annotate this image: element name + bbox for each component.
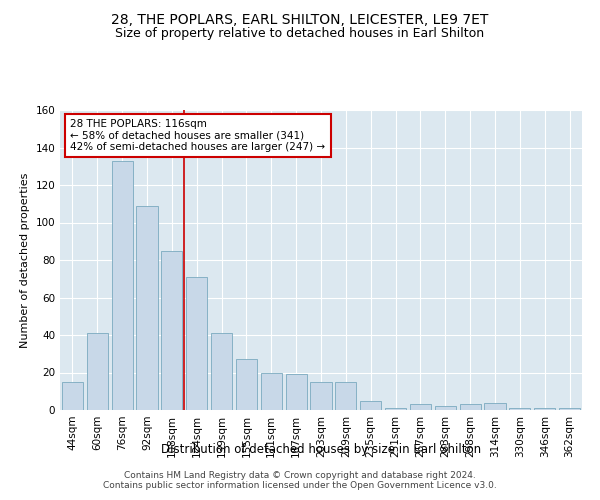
Bar bbox=[261, 372, 282, 410]
Bar bbox=[136, 206, 158, 410]
Bar bbox=[385, 408, 406, 410]
Text: 28 THE POPLARS: 116sqm
← 58% of detached houses are smaller (341)
42% of semi-de: 28 THE POPLARS: 116sqm ← 58% of detached… bbox=[70, 119, 326, 152]
Bar bbox=[534, 408, 555, 410]
Bar bbox=[435, 406, 456, 410]
Bar bbox=[286, 374, 307, 410]
Bar bbox=[112, 160, 133, 410]
Bar bbox=[186, 277, 207, 410]
Bar bbox=[236, 360, 257, 410]
Bar bbox=[410, 404, 431, 410]
Bar bbox=[460, 404, 481, 410]
Text: Size of property relative to detached houses in Earl Shilton: Size of property relative to detached ho… bbox=[115, 28, 485, 40]
Bar bbox=[161, 250, 182, 410]
Text: Contains HM Land Registry data © Crown copyright and database right 2024.
Contai: Contains HM Land Registry data © Crown c… bbox=[103, 470, 497, 490]
Bar bbox=[335, 382, 356, 410]
Y-axis label: Number of detached properties: Number of detached properties bbox=[20, 172, 30, 348]
Bar bbox=[360, 400, 381, 410]
Bar bbox=[484, 402, 506, 410]
Bar bbox=[87, 333, 108, 410]
Text: Distribution of detached houses by size in Earl Shilton: Distribution of detached houses by size … bbox=[161, 442, 481, 456]
Text: 28, THE POPLARS, EARL SHILTON, LEICESTER, LE9 7ET: 28, THE POPLARS, EARL SHILTON, LEICESTER… bbox=[112, 12, 488, 26]
Bar bbox=[310, 382, 332, 410]
Bar bbox=[211, 333, 232, 410]
Bar bbox=[559, 408, 580, 410]
Bar bbox=[62, 382, 83, 410]
Bar bbox=[509, 408, 530, 410]
